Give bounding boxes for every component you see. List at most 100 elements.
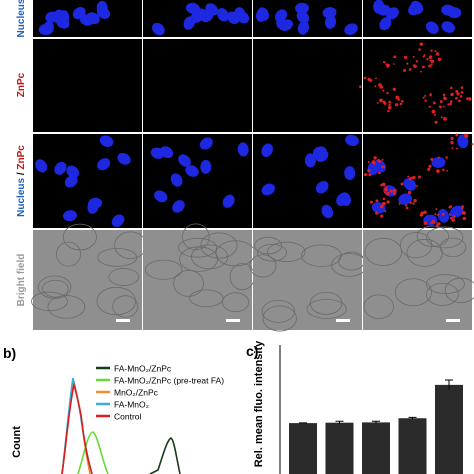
error-bar [408, 416, 417, 420]
micrograph [143, 39, 252, 132]
znpc-signal [404, 204, 408, 207]
nucleus [426, 21, 439, 34]
cell-outline [425, 274, 465, 294]
micrograph [33, 230, 142, 330]
znpc-signal [392, 63, 395, 65]
znpc-signal [413, 198, 417, 203]
nucleus [324, 15, 337, 29]
cell-outline [363, 294, 395, 319]
row-label-text: ZnPc [16, 72, 27, 97]
legend-label: FA-MnO₂ [114, 400, 149, 410]
znpc-signal [407, 190, 412, 195]
cells [152, 2, 250, 36]
cells [150, 137, 249, 213]
znpc-signal [461, 207, 464, 210]
nucleus [261, 183, 275, 196]
legend-label: Control [114, 412, 142, 422]
cell-outline [426, 226, 464, 249]
bar [362, 422, 390, 474]
nucleus [199, 137, 213, 150]
znpc-signal [382, 60, 386, 64]
cell-outline [394, 278, 433, 307]
cells [249, 236, 368, 332]
bar [289, 423, 317, 474]
znpc-signal [445, 156, 448, 159]
znpc-signal [386, 91, 389, 95]
cell-outline [200, 232, 238, 259]
cells [363, 133, 474, 227]
znpc-signal [363, 76, 367, 80]
znpc-signal [376, 101, 379, 104]
error-bar [372, 420, 380, 424]
znpc-signal [380, 214, 384, 218]
cell-outline [416, 225, 450, 247]
znpc-signal [436, 169, 440, 173]
znpc-signal [386, 200, 390, 204]
znpc-signal [407, 175, 410, 178]
nucleus [431, 156, 446, 168]
micrograph [33, 134, 142, 228]
cell-outline [173, 269, 204, 297]
nucleus [315, 180, 329, 194]
znpc-signal [464, 134, 469, 138]
znpc-signal [442, 93, 446, 97]
znpc-signal [379, 98, 383, 103]
znpc-signal [373, 156, 377, 160]
micrograph [363, 230, 472, 330]
znpc-signal [451, 147, 454, 150]
cell-outline [144, 259, 183, 280]
legend-label: FA-MnO₂/ZnPc [114, 364, 172, 374]
znpc-signal [368, 173, 372, 177]
znpc-signal [424, 99, 427, 102]
znpc-signal [455, 89, 459, 93]
scale-bar [336, 319, 350, 322]
znpc-signal [427, 167, 431, 171]
znpc-signal [400, 100, 404, 103]
histogram-curve [61, 382, 93, 474]
micrograph [143, 230, 252, 330]
nucleus [35, 159, 48, 173]
cell-outline [261, 299, 295, 323]
nucleus [150, 147, 165, 159]
nucleus [38, 23, 53, 35]
znpc-signal [377, 158, 381, 162]
nucleus [66, 165, 80, 179]
znpc-signal [455, 96, 458, 100]
znpc-signal [387, 109, 390, 113]
nucleus [279, 19, 293, 31]
znpc-signal [422, 96, 425, 99]
panel-label: b) [3, 345, 16, 361]
bar [325, 422, 354, 474]
znpc-signal [430, 63, 433, 66]
row-label-text: ZnPc [16, 145, 27, 170]
nucleus [200, 159, 212, 174]
y-axis-label: Rel. mean fluo. intensity [253, 340, 265, 467]
znpc-signal [413, 64, 417, 69]
znpc-signal [431, 109, 436, 114]
znpc-signal [408, 68, 412, 71]
znpc-signal [397, 98, 400, 101]
cells [359, 42, 472, 124]
znpc-signal [429, 94, 432, 97]
znpc-signal [450, 86, 453, 90]
znpc-signal [430, 222, 433, 225]
znpc-signal [430, 59, 435, 64]
znpc-signal [447, 103, 450, 106]
nucleus [296, 10, 310, 24]
histogram: FA-MnO₂/ZnPc FA-MnO₂/ZnPc (pre-treat FA) M… [61, 364, 224, 474]
cell-outline [309, 291, 343, 315]
cell-outline [406, 238, 443, 267]
znpc-signal [375, 199, 379, 203]
znpc-signal [459, 95, 463, 98]
nucleus [170, 173, 183, 187]
znpc-signal [467, 97, 472, 101]
legend-label: MnO₂/ZnPc [114, 388, 159, 398]
znpc-signal [395, 95, 400, 100]
znpc-signal [457, 99, 461, 103]
znpc-signal [420, 211, 424, 216]
znpc-signal [403, 68, 407, 72]
nucleus [237, 142, 249, 157]
row-label: Nucleus [16, 0, 27, 37]
znpc-signal [381, 182, 386, 187]
histogram-curve [149, 437, 181, 474]
